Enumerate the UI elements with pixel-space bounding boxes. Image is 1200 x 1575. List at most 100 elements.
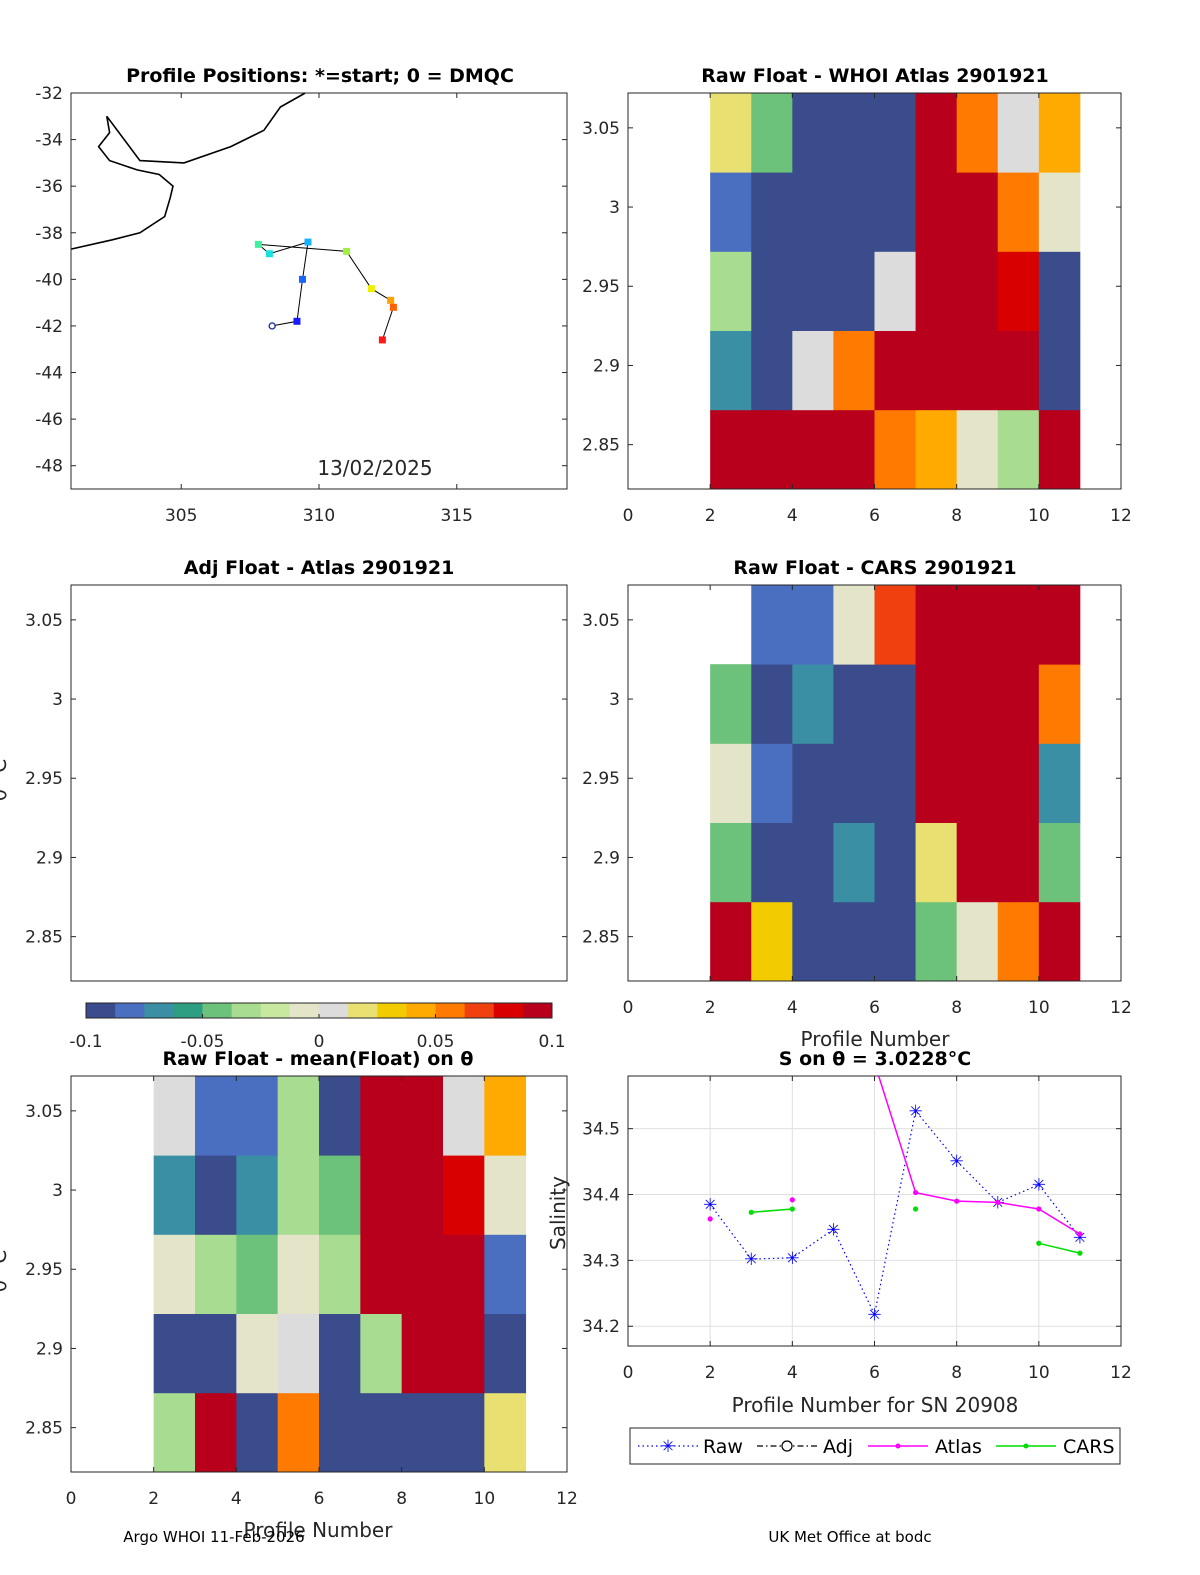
series-atlas-line [877,1076,1081,1235]
series-raw-point: ✳ [1073,1228,1087,1248]
adj-ytick-label: 2.95 [25,769,63,789]
cars-cell [874,664,916,744]
cars-cell [833,901,875,981]
salinity-legend: ✳ Raw Adj Atlas CARS [629,1427,1121,1465]
colorbar-tick-label: 0 [314,1032,325,1052]
cars-cell [833,585,875,665]
positions-ytick-label: -48 [35,457,63,477]
colorbar-segment [348,1003,378,1018]
adj-ytick-label: 2.85 [25,928,63,948]
whoi-cell [956,93,999,173]
mean-cell [153,1155,196,1235]
cars-xtick-label: 8 [951,998,962,1018]
cars-cell [915,743,958,823]
colorbar-segment [144,1003,174,1018]
whoi-cell [997,330,1040,411]
whoi-ytick-label: 3.05 [582,119,620,139]
salinity-title: S on θ = 3.0228°C [779,1048,971,1070]
positions-ytick-label: -32 [35,84,63,104]
positions-title: Profile Positions: *=start; 0 = DMQC [126,65,514,87]
series-cars-point [789,1206,795,1212]
cars-cell [874,822,916,903]
mean-ylabel: θ °C [0,1250,11,1293]
cars-cell [997,901,1040,981]
whoi-cell [997,251,1040,331]
whoi-cell [874,409,916,489]
mean-cell [153,1392,196,1472]
salinity-xtick-label: 12 [1110,1363,1132,1383]
mean-cell [153,1076,196,1156]
cars-cell [1038,901,1081,981]
mean-xtick-label: 12 [556,1489,578,1509]
track-profile-marker [254,240,262,248]
mean-cell [360,1392,403,1472]
colorbar-segment [435,1003,466,1018]
whoi-xtick-label: 2 [705,506,716,526]
series-cars-point [1077,1250,1083,1256]
whoi-cell [751,172,793,252]
whoi-cell [833,330,875,411]
track-profile-marker [389,303,397,311]
mean-cell [484,1155,527,1235]
mean-cells [153,1076,527,1472]
mean-cell [319,1076,361,1156]
legend-atlas-label: Atlas [935,1436,982,1458]
whoi-xtick-label: 0 [623,506,634,526]
mean-ytick-label: 2.9 [36,1339,63,1359]
mean-cell [153,1234,196,1314]
series-atlas-point [954,1198,960,1204]
track-profile-marker [367,285,375,293]
whoi-cell [792,172,834,252]
whoi-cell [874,251,916,331]
mean-cell [401,1076,444,1156]
footer-right: UK Met Office at bodc [768,1528,931,1546]
salinity-xtick-label: 2 [705,1363,716,1383]
whoi-cell [710,251,752,331]
cars-cell [751,901,793,981]
mean-cell [443,1155,485,1235]
whoi-cell [997,409,1040,489]
whoi-cell [710,93,752,173]
positions-ytick-label: -40 [35,270,63,290]
positions-ytick-label: -34 [35,131,63,151]
legend-atlas-marker [895,1443,901,1449]
adj-frame [70,584,568,982]
salinity-xtick-label: 10 [1028,1363,1050,1383]
mean-cell [360,1076,403,1156]
mean-cell [195,1313,237,1394]
salinity-ytick-label: 34.4 [582,1186,620,1206]
whoi-cell [792,330,834,411]
cars-cell [956,901,999,981]
whoi-cell [956,409,999,489]
cars-xtick-label: 10 [1028,998,1050,1018]
whoi-cell [792,409,834,489]
mean-cell [401,1234,444,1314]
positions-xtick-label: 315 [441,506,473,526]
series-cars-point [1036,1240,1042,1246]
cars-ytick-label: 2.95 [582,769,620,789]
mean-cell [484,1076,527,1156]
whoi-cell [915,409,958,489]
whoi-cell [833,409,875,489]
cars-cell [1038,743,1081,823]
track-profile-marker [293,317,301,325]
cars-xlabel: Profile Number [801,1027,951,1051]
series-raw-point: ✳ [826,1220,840,1240]
mean-cell [443,1313,485,1394]
mean-cell [195,1234,237,1314]
cars-cell [751,664,793,744]
cars-cell [792,743,834,823]
colorbar-segment [260,1003,291,1018]
salinity-xtick-label: 6 [869,1363,880,1383]
whoi-xtick-label: 8 [951,506,962,526]
positions-ytick-label: -42 [35,317,63,337]
track-start-marker [268,322,276,330]
mean-cell [484,1392,527,1472]
whoi-cell [833,172,875,252]
track-profile-marker [387,296,395,304]
mean-xtick-label: 4 [231,1489,242,1509]
positions-ytick-label: -36 [35,177,63,197]
cars-cell [956,585,999,665]
mean-cell [443,1076,485,1156]
